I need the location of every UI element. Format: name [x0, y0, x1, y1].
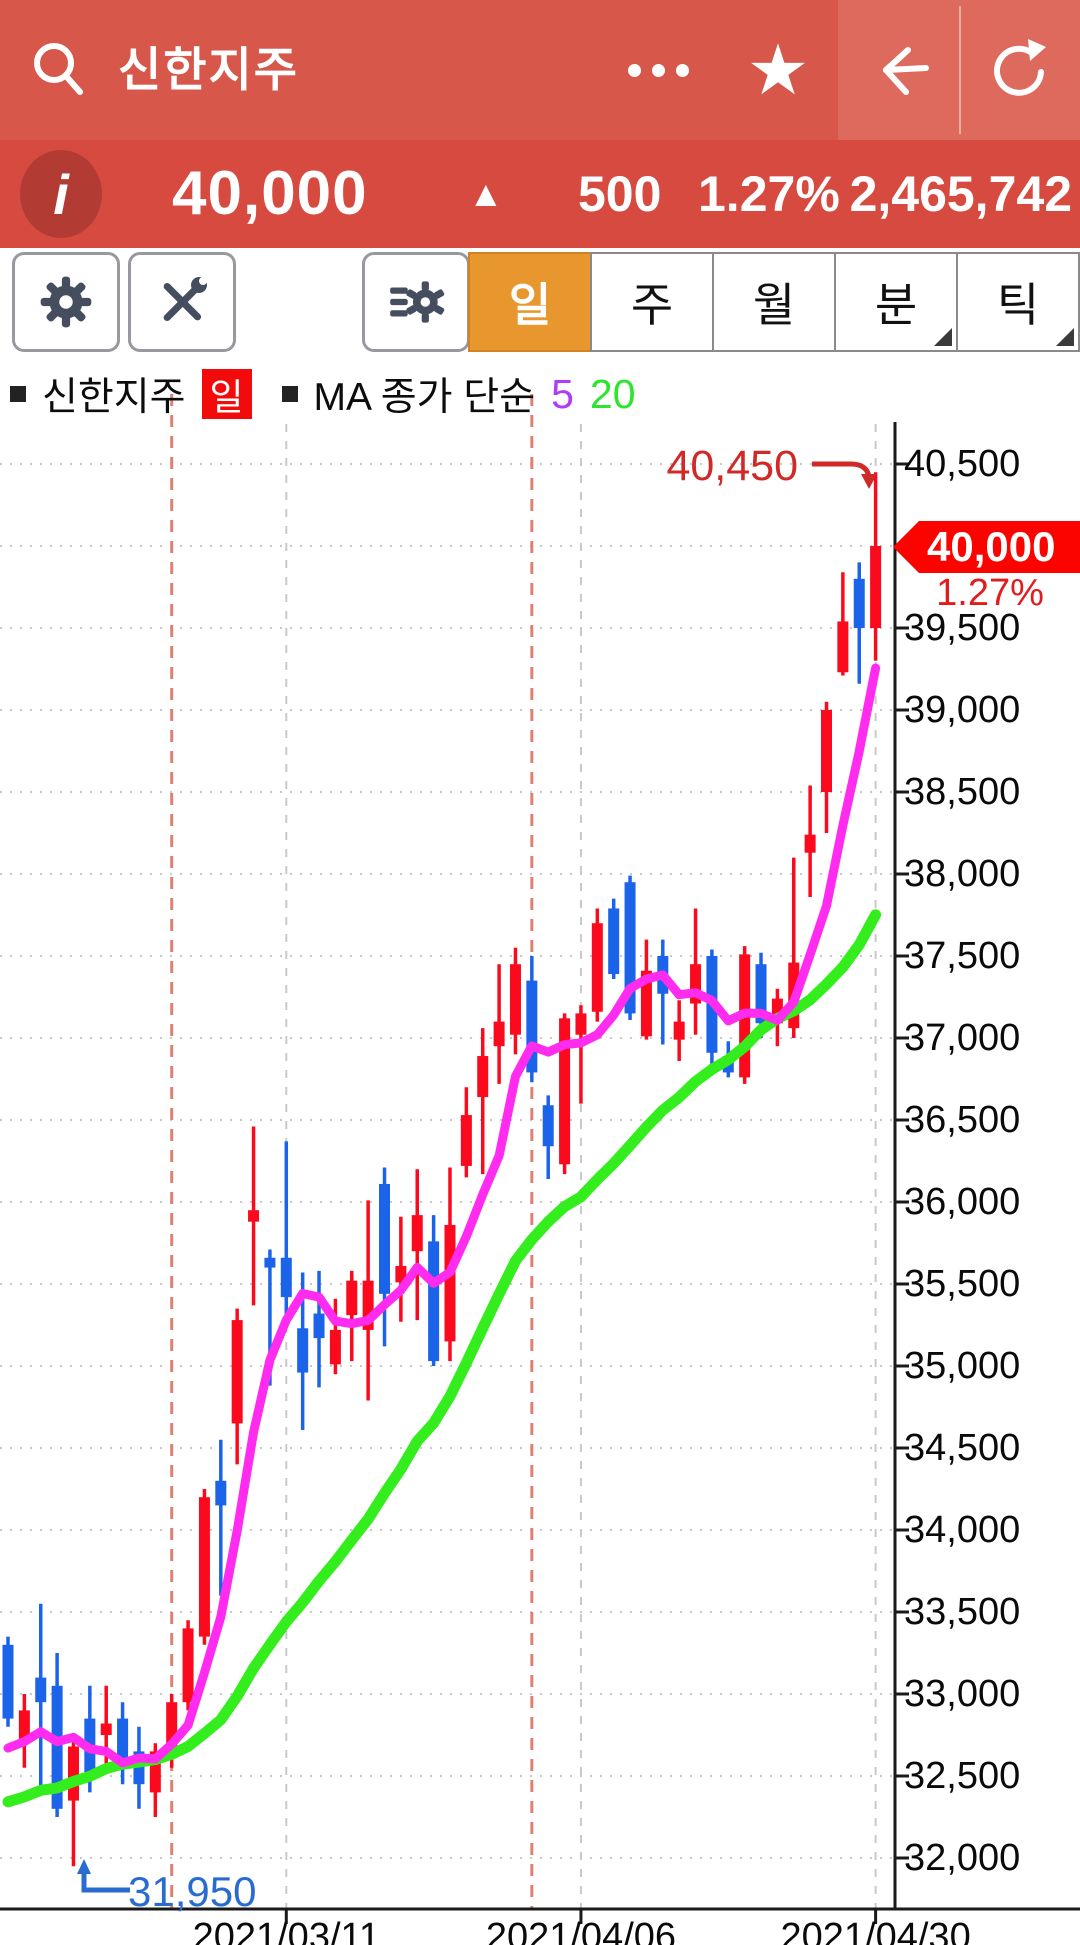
x-axis-label: 2021/04/30 — [780, 1916, 971, 1945]
y-axis-label: 38,000 — [904, 853, 1021, 895]
settings-button[interactable] — [12, 252, 120, 352]
y-axis-label: 32,500 — [904, 1755, 1021, 1797]
price-change-percent: 1.27% — [698, 166, 840, 222]
back-arrow-icon — [883, 47, 929, 95]
search-icon[interactable] — [24, 0, 94, 140]
y-axis-label: 36,000 — [904, 1181, 1021, 1223]
x-axis-label: 2021/04/06 — [485, 1916, 677, 1945]
up-triangle-icon: ▲ — [468, 173, 504, 214]
chart-section: 신한지주 일 MA 종가 단순 5 20 40,500 40,000 39,500 3… — [0, 358, 1080, 1945]
high-annotation-arrow — [812, 461, 872, 477]
crossed-tools-icon — [163, 277, 207, 322]
y-axis-label: 36,500 — [904, 1099, 1021, 1141]
back-button[interactable] — [852, 0, 952, 140]
list-gear-icon — [390, 281, 445, 323]
y-axis-label: 32,000 — [904, 1837, 1021, 1879]
tools-button[interactable] — [128, 252, 236, 352]
volume: 2,465,742 — [849, 166, 1072, 222]
ma20-line — [2, 909, 882, 1808]
chart-legend: 신한지주 일 MA 종가 단순 5 20 — [10, 366, 636, 422]
current-price: 40,000 — [172, 159, 368, 228]
y-axis-label: 33,000 — [904, 1673, 1021, 1715]
legend-series-name: 신한지주 — [42, 376, 186, 419]
star-icon: ★ — [746, 31, 810, 109]
low-price-annotation: 31,950 — [128, 1868, 257, 1915]
y-axis-label: 39,000 — [904, 689, 1021, 731]
header-divider — [959, 6, 961, 134]
candlestick-chart[interactable] — [0, 358, 1080, 1945]
y-axis-label: 37,500 — [904, 935, 1021, 977]
app-header: 신한지주 ★ — [0, 0, 1080, 140]
candles — [2, 472, 882, 1867]
tab-day[interactable]: 일 — [468, 252, 592, 352]
stock-name-title[interactable]: 신한지주 — [118, 43, 299, 96]
y-axis-label: 34,000 — [904, 1509, 1021, 1551]
info-icon: i — [53, 162, 69, 226]
legend-ma20-period: 20 — [589, 370, 636, 417]
percent-annotation: 1.27% — [936, 572, 1044, 614]
tab-tick[interactable]: 틱 — [956, 252, 1080, 352]
price-summary-bar: i 40,000 ▲ 500 1.27% 2,465,742 — [0, 140, 1080, 248]
search-icon-glyph — [34, 43, 83, 95]
legend-ma-label: MA 종가 단순 — [313, 376, 536, 419]
info-button[interactable]: i — [20, 150, 102, 238]
low-annotation-arrow — [81, 1872, 130, 1893]
tab-month[interactable]: 월 — [712, 252, 836, 352]
last-price-tag: 40,000 — [893, 521, 1080, 573]
legend-square-icon — [281, 386, 298, 402]
y-axis-label: 35,000 — [904, 1345, 1021, 1387]
indicator-settings-button[interactable] — [362, 252, 470, 352]
legend-period-badge: 일 — [201, 369, 252, 419]
favorite-button[interactable]: ★ — [738, 0, 818, 140]
refresh-icon — [994, 39, 1046, 96]
last-price-tag-value: 40,000 — [927, 523, 1056, 570]
tab-week[interactable]: 주 — [590, 252, 714, 352]
legend-ma5-period: 5 — [551, 370, 574, 417]
legend-square-icon — [10, 386, 26, 402]
price-change: 500 — [578, 166, 662, 222]
high-price-annotation: 40,450 — [666, 442, 798, 490]
ma5-line — [3, 663, 881, 1768]
x-axis-label: 2021/03/11 — [192, 1916, 380, 1945]
y-axis-label: 33,500 — [904, 1591, 1021, 1633]
more-options-icon — [627, 63, 689, 77]
y-axis-label: 40,500 — [904, 443, 1021, 485]
gear-icon — [40, 276, 92, 328]
dropdown-corner-icon — [1056, 328, 1074, 346]
y-axis-label: 39,500 — [904, 607, 1021, 649]
dropdown-corner-icon — [934, 328, 952, 346]
tab-minute[interactable]: 분 — [834, 252, 958, 352]
more-options-button[interactable] — [618, 0, 698, 140]
y-axis-label: 38,500 — [904, 771, 1021, 813]
y-axis-label: 34,500 — [904, 1427, 1021, 1469]
y-axis-label: 37,000 — [904, 1017, 1021, 1059]
y-axis-label: 35,500 — [904, 1263, 1021, 1305]
refresh-button[interactable] — [965, 0, 1065, 140]
